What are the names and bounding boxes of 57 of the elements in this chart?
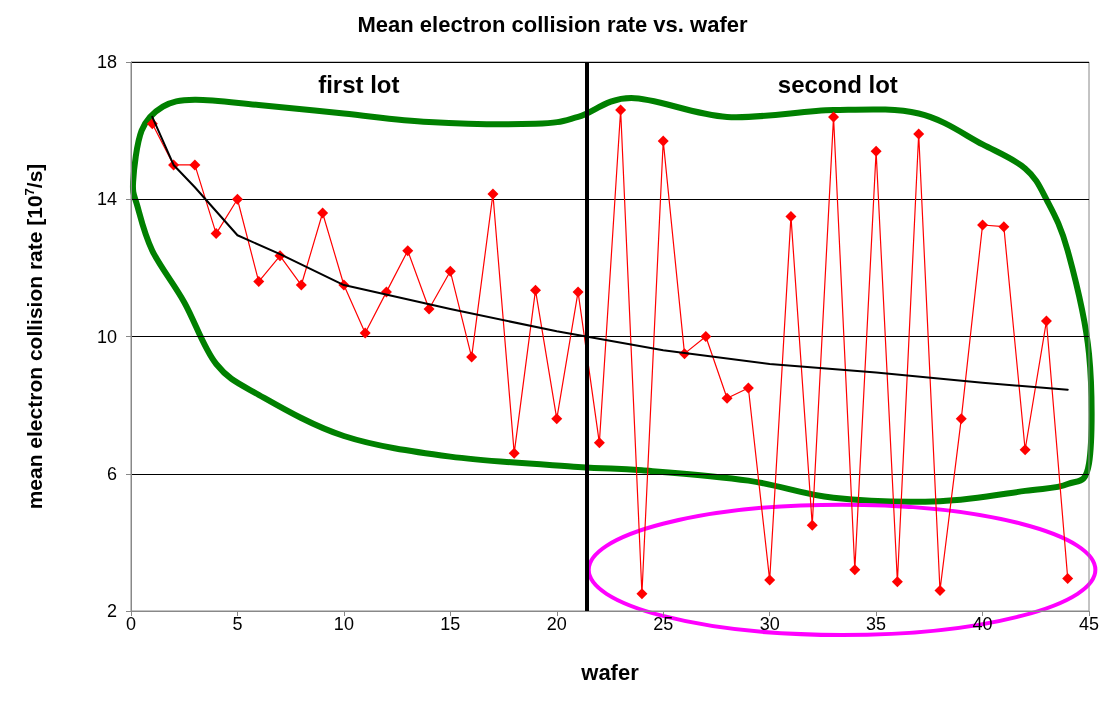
point [1040,315,1052,327]
point [998,221,1010,233]
x-tick-label: 25 [653,614,674,634]
y-tick-label: 18 [96,52,117,72]
y-tick-label: 14 [96,189,117,210]
y-tick-label: 6 [106,463,117,484]
point [785,210,797,222]
point [977,219,989,231]
x-tick-label: 15 [440,614,461,634]
y-axis-title: mean electron collision rate [107/s] [22,163,46,510]
point [189,159,201,171]
point [849,564,861,576]
point [317,207,329,219]
point [636,588,648,600]
point [572,286,584,298]
annotation: second lot [777,70,898,98]
point [210,228,222,240]
point [444,265,456,277]
point [955,413,967,425]
point [593,437,605,449]
point [1019,444,1031,456]
annotation: first lot [318,70,400,98]
y-tick-label: 2 [106,601,117,621]
point [253,276,265,288]
point [891,576,903,588]
point [913,128,925,140]
point [700,331,712,342]
point [806,519,818,531]
x-tick-label: 5 [232,614,243,634]
chart-title: Mean electron collision rate vs. wafer [357,11,748,37]
point [295,279,307,291]
point [934,584,946,596]
point [870,145,882,157]
point [657,135,669,147]
x-tick-label: 10 [333,614,354,634]
x-axis-title: wafer [580,659,640,685]
x-tick-label: 30 [759,614,780,634]
y-tick-label: 10 [96,326,117,347]
point [828,111,840,123]
point [402,245,414,257]
point [466,351,478,363]
point [721,392,733,404]
point [764,574,776,586]
x-tick-label: 0 [125,614,137,634]
point [1062,572,1074,584]
point [742,382,754,394]
x-tick-label: 45 [1078,614,1100,634]
point [508,447,520,459]
point [529,284,541,296]
x-tick-label: 20 [546,614,567,634]
point [551,413,563,425]
point [615,104,627,116]
point [231,193,243,205]
point [487,188,499,200]
point [359,327,371,339]
x-tick-label: 35 [866,614,887,634]
point [423,303,435,315]
